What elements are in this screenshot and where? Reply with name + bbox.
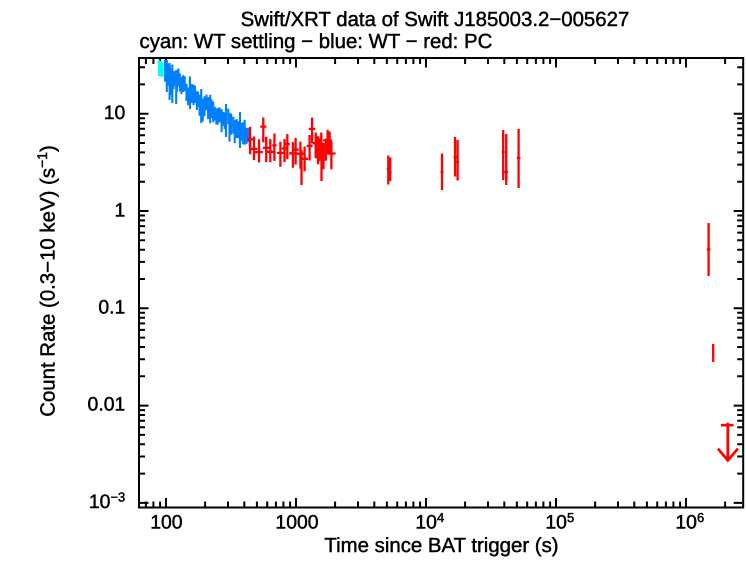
svg-text:Time since BAT trigger (s): Time since BAT trigger (s) [324,535,558,557]
svg-text:Swift/XRT data of Swift J18500: Swift/XRT data of Swift J185003.2−005627 [241,9,630,31]
svg-text:1: 1 [115,199,126,221]
svg-text:0.1: 0.1 [98,297,125,319]
svg-text:Count Rate (0.3−10 keV) (s−1): Count Rate (0.3−10 keV) (s−1) [34,145,60,417]
svg-text:cyan: WT settling − blue: WT −: cyan: WT settling − blue: WT − red: PC [140,31,493,53]
svg-text:100: 100 [150,512,183,534]
svg-text:0.01: 0.01 [88,394,126,416]
svg-text:1000: 1000 [275,512,318,534]
svg-text:10: 10 [104,102,126,124]
